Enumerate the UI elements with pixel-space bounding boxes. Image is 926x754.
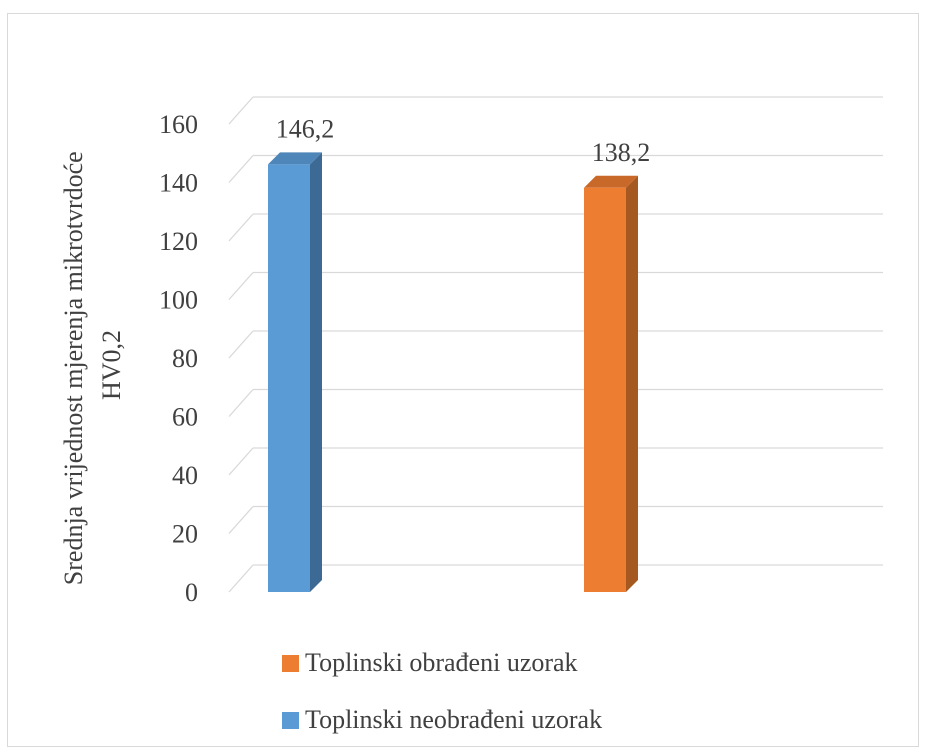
gridline-diagonal (228, 564, 254, 593)
chart-frame (7, 13, 919, 747)
y-axis-ticks: 0 20 40 60 80 100 120 140 160 (159, 110, 198, 607)
data-label: 138,2 (592, 138, 651, 167)
bar-side (626, 175, 638, 592)
gridlines (228, 96, 883, 593)
y-tick-label: 140 (159, 169, 198, 198)
gridline-diagonal (228, 330, 254, 359)
y-axis-title: Srednja vrijednost mjerenja mikrotvrdoće… (59, 145, 126, 585)
y-tick-label: 100 (159, 286, 198, 315)
y-tick-label: 160 (159, 110, 198, 139)
y-tick-label: 120 (159, 227, 198, 256)
y-axis-title-line-2: HV0,2 (97, 330, 126, 400)
bar-front (268, 164, 310, 593)
data-labels: 146,2 138,2 (276, 114, 651, 166)
gridline-diagonal (228, 155, 254, 183)
legend-swatch (282, 655, 299, 672)
gridline-diagonal (228, 447, 254, 476)
data-label: 146,2 (276, 114, 335, 143)
bar-top (584, 175, 638, 188)
gridline-diagonal (228, 506, 254, 534)
y-tick-label: 0 (185, 578, 198, 607)
y-tick-label: 80 (172, 344, 198, 373)
y-tick-label: 40 (172, 461, 198, 490)
gridline-diagonal (228, 272, 254, 300)
bar-side (310, 152, 322, 593)
bar-2 (584, 175, 638, 592)
y-axis-title-line-1: Srednja vrijednost mjerenja mikrotvrdoće (59, 151, 88, 585)
bar-1 (268, 152, 322, 593)
legend: Toplinski obrađeni uzorak Toplinski neobr… (282, 648, 602, 734)
legend-label: Toplinski neobrađeni uzorak (305, 705, 602, 734)
legend-swatch (282, 712, 299, 729)
legend-label: Toplinski obrađeni uzorak (305, 648, 578, 677)
gridline-diagonal (228, 96, 254, 125)
y-tick-label: 60 (172, 403, 198, 432)
bar-front (584, 187, 626, 592)
y-tick-label: 20 (172, 520, 198, 549)
gridline-diagonal (228, 213, 254, 242)
bars (268, 152, 638, 593)
gridline-diagonal (228, 389, 254, 417)
bar-top (268, 152, 322, 165)
